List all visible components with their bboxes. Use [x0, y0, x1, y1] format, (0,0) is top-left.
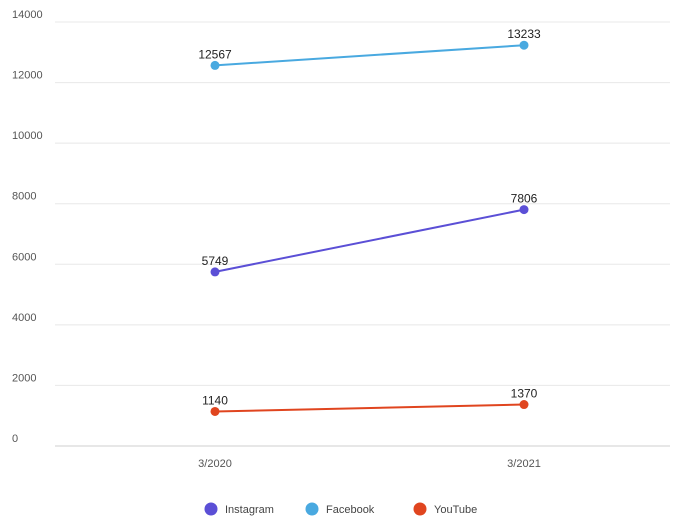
legend-marker — [204, 502, 218, 516]
series-line — [214, 208, 525, 273]
data-point — [519, 40, 529, 50]
data-label: 5749 — [202, 254, 229, 268]
data-label: 1370 — [511, 387, 538, 401]
data-point — [210, 406, 220, 416]
data-label: 1140 — [202, 393, 228, 407]
x-tick-label: 3/2021 — [507, 458, 541, 470]
data-label: 13233 — [507, 27, 541, 41]
data-point — [519, 400, 529, 410]
data-label: 12567 — [198, 47, 232, 61]
legend-label: YouTube — [434, 504, 477, 516]
data-point — [210, 267, 220, 277]
x-tick-label: 3/2020 — [198, 458, 232, 470]
data-point — [210, 60, 220, 70]
legend-label: Instagram — [225, 504, 274, 516]
y-tick-label: 14000 — [12, 9, 43, 21]
y-tick-label: 12000 — [12, 70, 43, 82]
data-label: 7806 — [511, 192, 538, 206]
y-tick-label: 4000 — [12, 312, 36, 324]
y-tick-label: 10000 — [12, 130, 43, 142]
y-tick-label: 0 — [12, 433, 18, 445]
y-tick-label: 6000 — [12, 251, 36, 263]
legend-label: Facebook — [326, 504, 375, 516]
data-point — [519, 205, 529, 215]
legend-marker — [305, 502, 319, 516]
series-line — [214, 44, 525, 67]
series-line — [214, 403, 525, 413]
y-tick-label: 2000 — [12, 372, 36, 384]
legend-marker — [413, 502, 427, 516]
y-tick-label: 8000 — [12, 191, 36, 203]
